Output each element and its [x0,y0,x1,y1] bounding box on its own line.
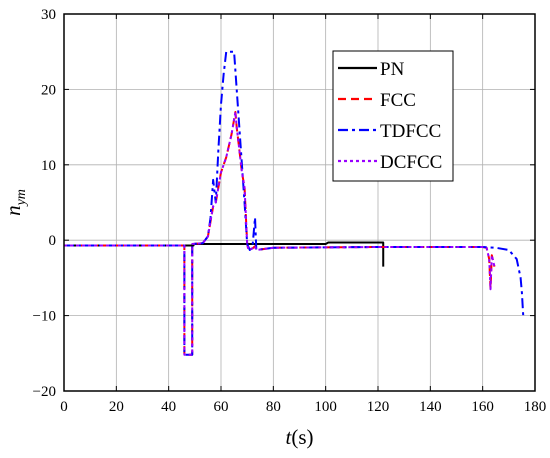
x-axis-label-unit: (s) [291,425,313,449]
y-axis-label: nym [1,189,29,216]
series-line-fcc [64,111,496,356]
legend-label-tdfcc: TDFCC [380,121,441,142]
series-line-pn [64,241,385,267]
grid [64,14,535,391]
y-axis-label-subscript: ym [14,189,29,207]
x-tick-label: 40 [161,399,176,415]
x-tick-label: 60 [214,399,229,415]
series-line-tdfcc [64,50,525,356]
x-tick-label: 0 [60,399,68,415]
x-tick-label: 160 [471,399,494,415]
series-layer [64,50,525,356]
legend-label-fcc: FCC [380,90,416,111]
legend-box [332,50,454,182]
y-tick-label: −20 [33,384,56,400]
x-tick-label: 140 [419,399,442,415]
x-axis-label-symbol: t [285,425,292,449]
x-tick-label: 20 [109,399,124,415]
legend-label-dcfcc: DCFCC [380,152,442,173]
series-line-dcfcc [64,111,496,356]
x-tick-label: 120 [367,399,390,415]
y-tick-label: 30 [41,7,56,23]
axis-ticks: 0 20 40 60 80 100 120 140 160 180 −20 −10 0 10 20 30 [33,7,547,415]
y-tick-label: 10 [41,158,56,174]
y-tick-label: 20 [41,82,56,98]
x-tick-label: 100 [314,399,337,415]
y-axis-label-symbol: n [1,205,25,216]
legend-label-pn: PN [380,59,405,80]
x-tick-label: 80 [266,399,281,415]
plot-frame [63,13,536,392]
y-tick-label: 0 [49,233,57,249]
x-axis-label: t(s) [285,425,313,449]
x-tick-label: 180 [524,399,547,415]
y-tick-label: −10 [33,309,56,325]
legend: PN FCC TDFCC DCFCC [332,50,454,182]
